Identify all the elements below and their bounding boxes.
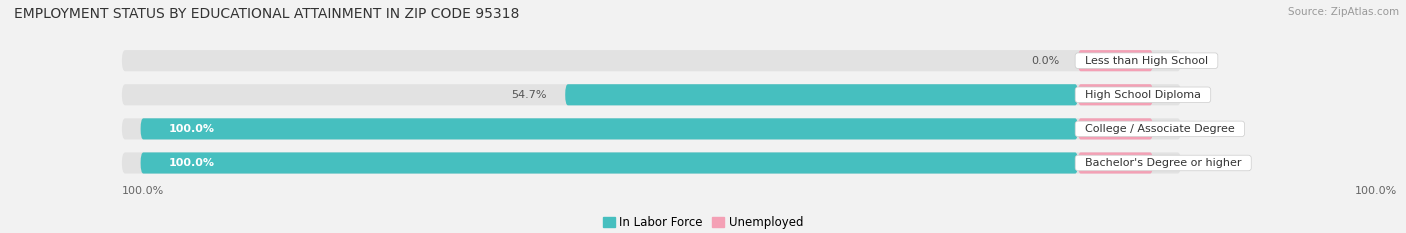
Text: 100.0%: 100.0% — [169, 124, 215, 134]
Text: 0.0%: 0.0% — [1171, 158, 1199, 168]
FancyBboxPatch shape — [141, 118, 1078, 140]
Text: 0.0%: 0.0% — [1031, 56, 1059, 66]
Text: 0.0%: 0.0% — [1171, 90, 1199, 100]
Text: 0.0%: 0.0% — [1171, 56, 1199, 66]
FancyBboxPatch shape — [1078, 50, 1153, 71]
Text: 54.7%: 54.7% — [510, 90, 547, 100]
Text: College / Associate Degree: College / Associate Degree — [1078, 124, 1241, 134]
Legend: In Labor Force, Unemployed: In Labor Force, Unemployed — [603, 216, 803, 229]
Text: 100.0%: 100.0% — [1354, 186, 1396, 196]
FancyBboxPatch shape — [565, 84, 1078, 105]
FancyBboxPatch shape — [1078, 152, 1153, 174]
Text: Source: ZipAtlas.com: Source: ZipAtlas.com — [1288, 7, 1399, 17]
FancyBboxPatch shape — [122, 50, 1181, 71]
Text: Bachelor's Degree or higher: Bachelor's Degree or higher — [1078, 158, 1249, 168]
Text: 0.0%: 0.0% — [1171, 124, 1199, 134]
Text: High School Diploma: High School Diploma — [1078, 90, 1208, 100]
FancyBboxPatch shape — [1078, 84, 1153, 105]
Text: 100.0%: 100.0% — [169, 158, 215, 168]
Text: 100.0%: 100.0% — [122, 186, 165, 196]
FancyBboxPatch shape — [1078, 118, 1153, 140]
FancyBboxPatch shape — [122, 152, 1181, 174]
FancyBboxPatch shape — [122, 118, 1181, 140]
FancyBboxPatch shape — [122, 84, 1181, 105]
Text: EMPLOYMENT STATUS BY EDUCATIONAL ATTAINMENT IN ZIP CODE 95318: EMPLOYMENT STATUS BY EDUCATIONAL ATTAINM… — [14, 7, 519, 21]
FancyBboxPatch shape — [141, 152, 1078, 174]
Text: Less than High School: Less than High School — [1078, 56, 1215, 66]
